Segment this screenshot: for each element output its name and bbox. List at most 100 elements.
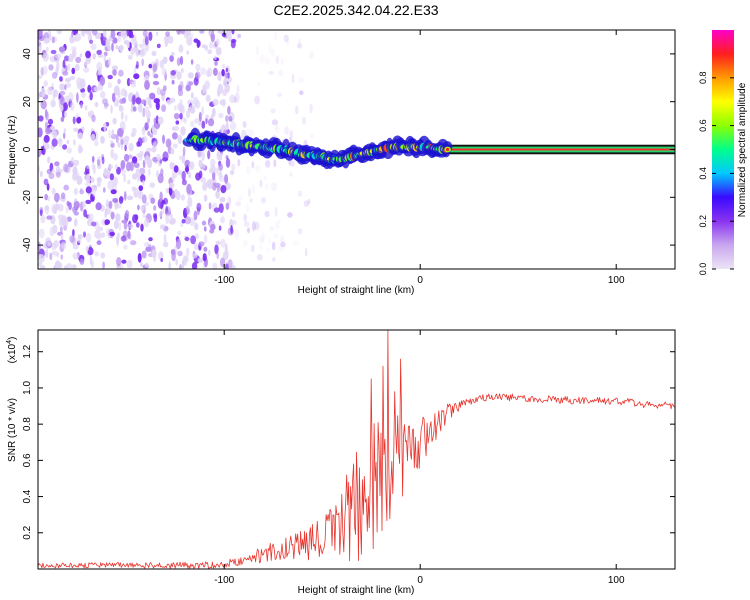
spectrogram-cell: [126, 161, 131, 172]
spectrogram-cell: [162, 197, 169, 205]
spectrogram-cell: [208, 41, 214, 49]
spectrogram-cell: [218, 225, 222, 231]
spectrogram-cell: [190, 120, 195, 127]
spectrogram-cell: [186, 50, 190, 55]
spectrogram-cell: [111, 92, 116, 103]
spectrogram-cell: [224, 174, 229, 184]
spectrogram-cell: [103, 54, 107, 63]
spectrogram-cell: [138, 43, 144, 48]
spectrogram-cell: [63, 128, 67, 134]
spectrogram-cell: [78, 146, 84, 154]
spectrogram-cell: [212, 171, 216, 181]
spectrogram-cell: [194, 118, 200, 124]
spectrogram-cell: [55, 171, 61, 178]
spectrogram-cell: [169, 55, 174, 62]
spectrogram-cell: [40, 87, 46, 98]
spectrogram-cell: [162, 134, 165, 144]
spectrogram-cell: [124, 210, 130, 219]
spectrogram-cell: [263, 175, 267, 181]
spectrogram-cell: [153, 205, 157, 211]
spectrogram-cell: [178, 155, 182, 161]
spectrogram-cell: [272, 256, 276, 262]
spectrogram-cell: [51, 138, 58, 147]
spectrogram-cell: [73, 201, 80, 209]
spectrogram-cell: [80, 30, 85, 37]
spectrogram-cell: [202, 253, 207, 262]
spectrogram-cell: [274, 206, 278, 217]
spectrogram-cell: [92, 53, 96, 60]
spectrogram-cell: [103, 168, 108, 176]
spectrogram-cell: [73, 127, 79, 132]
spectrogram-y-label: Frequency (Hz): [7, 116, 18, 185]
spectrogram-cell: [156, 153, 161, 161]
spectrogram-cell: [162, 85, 167, 92]
spectrogram-cell: [59, 95, 65, 106]
spectrogram-cell: [229, 121, 237, 131]
spectrogram-cell: [52, 224, 58, 234]
spectrogram-cell: [180, 30, 186, 35]
spectrogram-cell: [75, 113, 79, 118]
spectrogram-cell: [261, 232, 265, 243]
spectrogram-cell: [303, 200, 309, 207]
spectrogram-cell: [146, 110, 151, 120]
spectrogram-cell: [62, 102, 68, 112]
spectrogram-cell: [202, 182, 208, 192]
spectrogram-cell: [146, 154, 149, 161]
spectrogram-cell: [126, 195, 134, 201]
spectrogram-cell: [187, 100, 191, 105]
spectrogram-cell: [140, 205, 145, 211]
spectrogram-cell: [123, 244, 128, 250]
spectrogram-cell: [71, 156, 75, 164]
spectrogram-cell: [91, 155, 95, 163]
spectrogram-cell: [90, 259, 95, 269]
spectrogram-cell: [117, 142, 121, 148]
spectrogram-cell: [80, 102, 83, 109]
spectrogram-cell: [85, 173, 91, 184]
spectrogram-cell: [85, 50, 91, 59]
spectrogram-cell: [304, 248, 308, 257]
spectrogram-cell: [291, 73, 295, 84]
spectrogram-cell: [292, 240, 299, 246]
spectrogram-cell: [87, 247, 94, 256]
spectrogram-cell: [112, 117, 117, 125]
spectrogram-cell: [132, 106, 137, 112]
spectrogram-cell: [155, 31, 159, 36]
spectrogram-cell: [172, 143, 178, 149]
spectrogram-cell: [181, 170, 186, 181]
spectrogram-cell: [44, 204, 50, 215]
spectrogram-cell: [201, 44, 207, 49]
spectrogram-cell: [126, 30, 130, 37]
spectrogram-cell: [149, 182, 156, 188]
colorbar: 0.0 0.2 0.4 0.6 0.8 Normalized spectral ampl…: [698, 30, 748, 275]
spectrogram-cell: [100, 252, 106, 259]
spectrogram-cell: [56, 30, 62, 35]
spectrogram-cell: [110, 211, 115, 220]
spectrogram-cell: [142, 135, 148, 143]
spectrogram-cell: [90, 43, 97, 51]
spectrogram-cell: [301, 116, 307, 125]
spectrogram-cell: [72, 139, 76, 146]
spectrogram-cell: [89, 91, 93, 101]
spectrogram-cell: [57, 214, 64, 221]
spectrogram-cell: [139, 150, 144, 158]
spectrogram-cell: [192, 252, 198, 259]
spectrogram-cell: [149, 133, 154, 138]
spectrogram-cell: [178, 103, 185, 113]
spectrogram-cell: [248, 188, 251, 197]
spectrogram-cell: [221, 64, 226, 69]
spectrogram-cell: [173, 165, 179, 173]
spectrogram-cell: [156, 87, 161, 96]
spectrogram-cell: [107, 74, 113, 80]
spectrogram-cell: [79, 189, 85, 195]
spectrogram-cell: [103, 122, 107, 132]
spectrogram-cell: [212, 262, 218, 269]
spectrogram-cell: [153, 214, 158, 223]
spectrogram-cell: [120, 235, 127, 242]
spectrogram-cell: [225, 202, 230, 210]
spectrogram-cell: [64, 111, 67, 118]
spectrogram-cell: [117, 127, 124, 137]
spectrogram-cell: [177, 134, 183, 145]
spectrogram-cell: [99, 76, 106, 86]
spectrogram-cell: [59, 226, 63, 234]
spectrogram-cell: [238, 194, 243, 202]
